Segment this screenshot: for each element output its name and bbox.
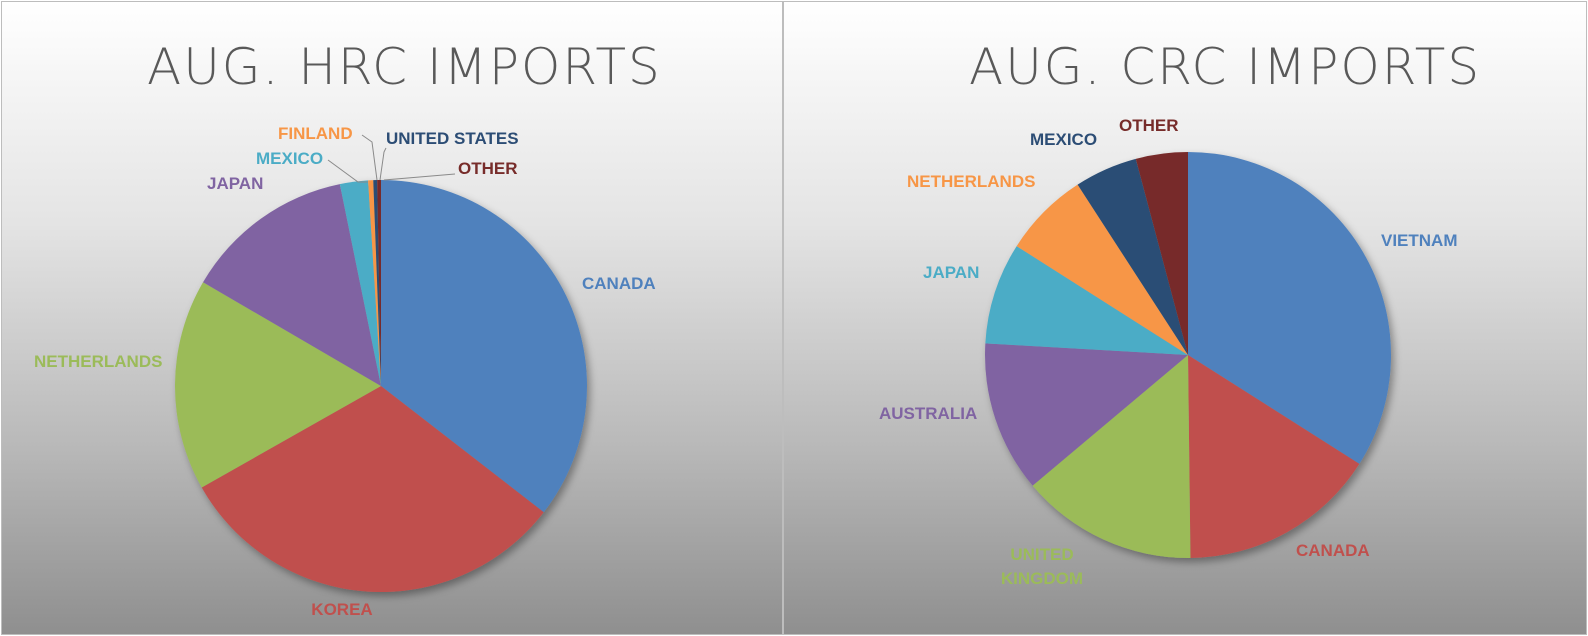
crc-pie-chart: VIETNAM CANADA UNITED KINGDOM AUSTRALIA JAPAN… <box>879 116 1458 588</box>
hrc-chart-title: AUG. HRC IMPORTS <box>147 38 662 96</box>
hrc-slice-netherlands <box>174 282 381 488</box>
crc-slice-australia <box>985 343 1188 486</box>
crc-label-other: OTHER <box>1119 116 1179 135</box>
hrc-imports-panel: AUG. HRC IMPORTS CANADA KOREA NETHERLANDS J… <box>1 1 783 635</box>
hrc-slice-korea <box>201 386 544 593</box>
hrc-leader-line-united-states <box>379 147 387 181</box>
hrc-label-other: OTHER <box>458 159 518 178</box>
crc-slice-mexico <box>1077 158 1188 355</box>
crc-label-japan: JAPAN <box>923 263 979 282</box>
hrc-pie-chart: CANADA KOREA NETHERLANDS JAPAN MEXICO FINLAND… <box>34 124 656 619</box>
hrc-leader-line-other <box>383 173 456 181</box>
hrc-slice-other <box>377 180 381 386</box>
hrc-label-finland: FINLAND <box>278 124 353 143</box>
hrc-leader-line-finland <box>361 134 378 181</box>
hrc-label-korea: KOREA <box>311 600 372 619</box>
crc-chart-title: AUG. CRC IMPORTS <box>969 38 1482 96</box>
hrc-label-netherlands: NETHERLANDS <box>34 352 162 371</box>
crc-label-vietnam: VIETNAM <box>1381 231 1458 250</box>
hrc-leader-line-mexico <box>327 159 368 183</box>
hrc-label-united-states: UNITED STATES <box>386 129 519 148</box>
crc-label-netherlands: NETHERLANDS <box>907 172 1035 191</box>
hrc-slice-japan <box>203 184 381 386</box>
crc-slice-japan <box>985 246 1188 355</box>
hrc-slice-united-states <box>373 180 381 386</box>
crc-slice-united-kingdom <box>1032 355 1191 559</box>
hrc-slice-canada <box>381 180 587 513</box>
crc-slice-netherlands <box>1016 184 1188 355</box>
hrc-slice-mexico <box>339 180 381 386</box>
hrc-slice-finland <box>368 180 381 386</box>
crc-slice-canada <box>1188 355 1360 558</box>
crc-slice-other <box>1135 152 1188 355</box>
crc-label-canada: CANADA <box>1296 541 1370 560</box>
hrc-label-japan: JAPAN <box>207 174 263 193</box>
crc-imports-panel: AUG. CRC IMPORTS VIETNAM CANADA UNITED KING… <box>783 1 1587 635</box>
crc-label-australia: AUSTRALIA <box>879 404 977 423</box>
hrc-label-canada: CANADA <box>582 274 656 293</box>
crc-label-united-kingdom: UNITED KINGDOM <box>1001 545 1083 588</box>
crc-slice-vietnam <box>1188 152 1392 464</box>
crc-label-mexico: MEXICO <box>1030 130 1097 149</box>
hrc-label-mexico: MEXICO <box>256 149 323 168</box>
